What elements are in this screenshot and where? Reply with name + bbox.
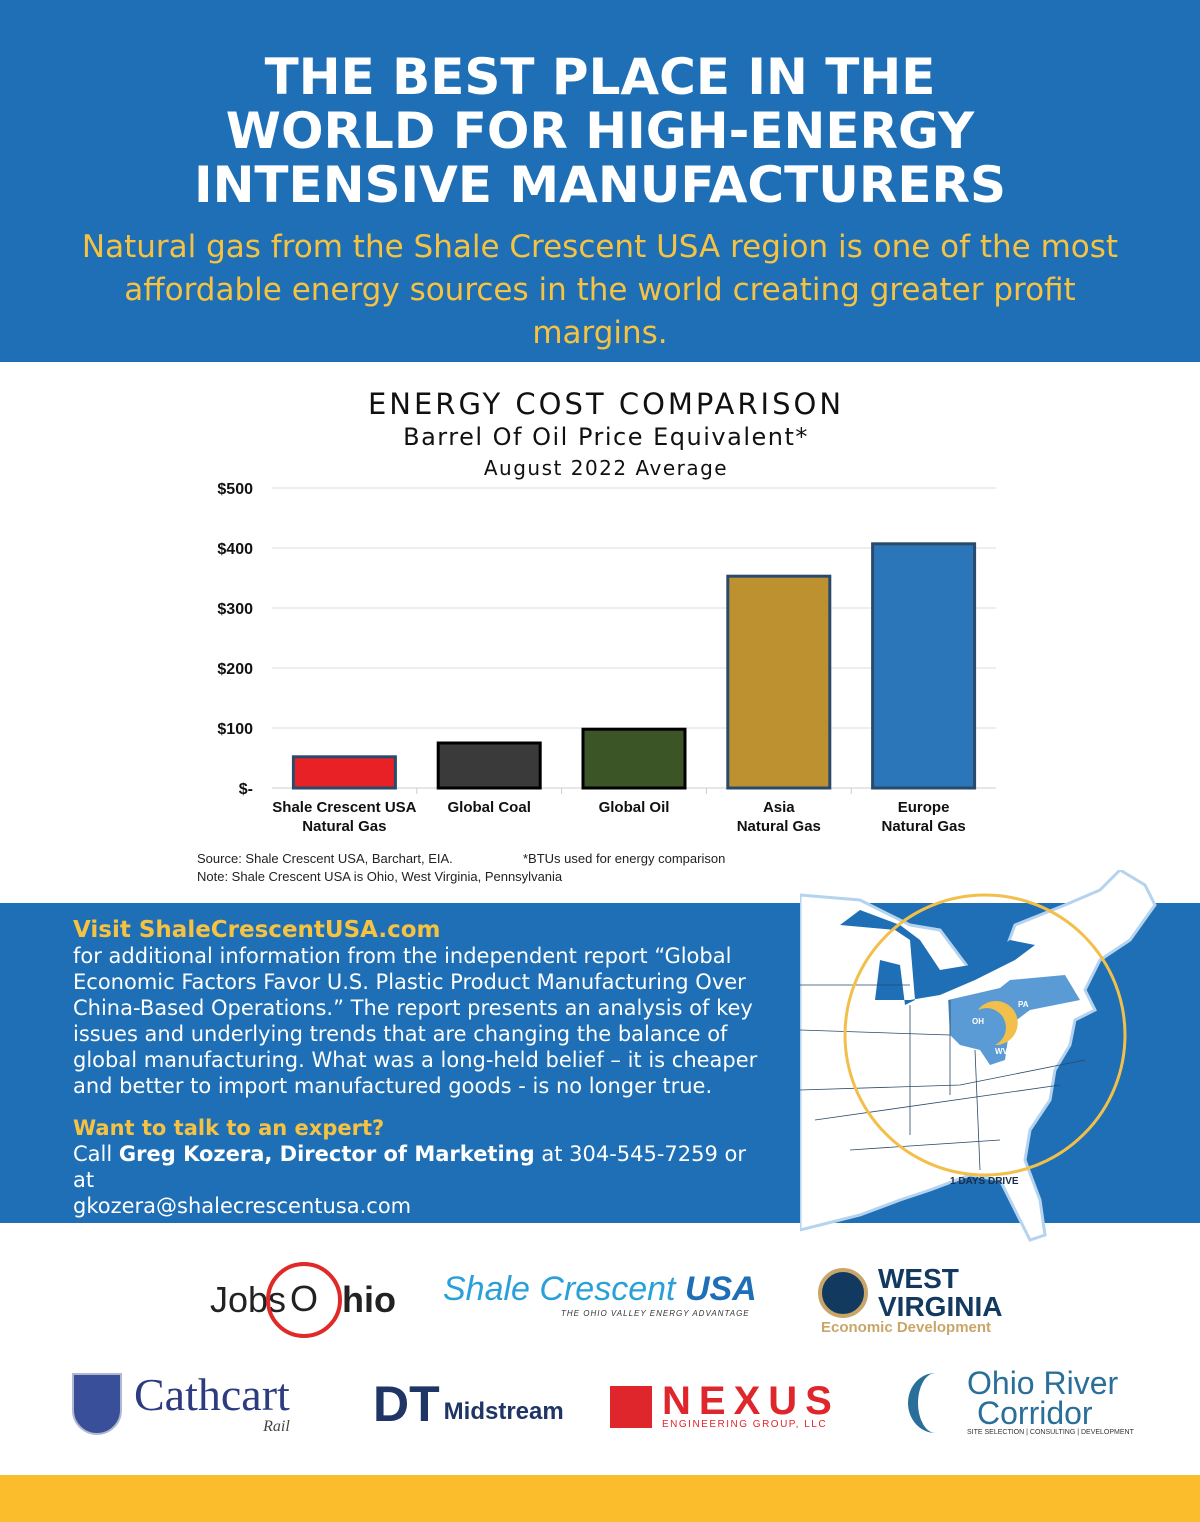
logo-text: SITE SELECTION | CONSULTING | DEVELOPMEN… (967, 1429, 1134, 1436)
footer-bar (0, 1475, 1200, 1522)
wv-seal-icon (818, 1268, 868, 1318)
one-day-drive-ring (843, 893, 1127, 1177)
logo-text: DT (373, 1376, 440, 1432)
logo-text: Rail (263, 1418, 290, 1435)
x-tick-label: Europe (898, 799, 950, 816)
x-tick-label: Global Coal (448, 799, 531, 816)
chart-source: Source: Shale Crescent USA, Barchart, EI… (197, 851, 453, 866)
x-tick-label: Natural Gas (737, 818, 821, 835)
bar (871, 542, 977, 790)
y-tick-label: $300 (217, 601, 253, 618)
logo-text: Shale (443, 1270, 530, 1308)
title-line: WORLD FOR HIGH-ENERGY (225, 102, 975, 160)
logo-text: Midstream (443, 1398, 564, 1425)
map-label-oh: OH (972, 1017, 984, 1026)
bar (436, 741, 542, 790)
bar (726, 574, 832, 790)
call-prefix: Call (73, 1142, 119, 1166)
header-banner: THE BEST PLACE IN THE WORLD FOR HIGH-ENE… (0, 0, 1200, 362)
y-tick-label: $- (239, 781, 253, 798)
logo-text: Corridor (977, 1395, 1093, 1431)
ohio-river-corridor-logo: Ohio River Corridor SITE SELECTION | CONSU… (908, 1365, 1134, 1438)
y-tick-label: $400 (217, 541, 253, 558)
logo-tagline: THE OHIO VALLEY ENERGY ADVANTAGE (561, 1309, 750, 1318)
page-title: THE BEST PLACE IN THE WORLD FOR HIGH-ENE… (0, 0, 1200, 212)
logo-text: Economic Development (821, 1319, 992, 1336)
great-lakes (840, 910, 1035, 1005)
map-label-pa: PA (1018, 1000, 1029, 1009)
map-label-drive: 1 DAYS DRIVE (950, 1176, 1019, 1187)
nexus-logo: NEXUS ENGINEERING GROUP, LLC (610, 1379, 840, 1430)
logo-text: VIRGINIA (878, 1291, 1003, 1322)
expert-heading: Want to talk to an expert? (73, 1116, 385, 1140)
cathcart-rail-logo: Cathcart Rail (72, 1372, 290, 1436)
logo-text: ENGINEERING GROUP, LLC (662, 1419, 828, 1430)
nexus-mark-icon (610, 1385, 652, 1428)
logo-text: NEXUS (662, 1379, 840, 1423)
chart-note: Note: Shale Crescent USA is Ohio, West V… (197, 869, 563, 884)
river-swoosh-icon (908, 1373, 963, 1433)
logo-text: Ohio River (967, 1365, 1119, 1401)
title-line: INTENSIVE MANUFACTURERS (193, 156, 1006, 214)
chart-footnote: *BTUs used for energy comparison (523, 851, 726, 866)
info-body: for additional information from the inde… (73, 944, 758, 1098)
contact-name: Greg Kozera, Director of Marketing (118, 1142, 535, 1166)
x-tick-label: Shale Crescent USA (272, 799, 416, 816)
contact-phone: at 304-545-7259 or at (73, 1142, 747, 1192)
chart-title: ENERGY COST COMPARISON (367, 387, 845, 421)
subtitle: Natural gas from the Shale Crescent USA … (81, 229, 1119, 351)
logo-text: hio (342, 1279, 397, 1320)
x-tick-label: Natural Gas (881, 818, 965, 835)
visit-link[interactable]: Visit ShaleCrescentUSA.com (73, 917, 441, 943)
logo-text: O (266, 1262, 343, 1338)
crescent-icon (978, 1001, 1018, 1046)
x-tick-label: Natural Gas (302, 818, 386, 835)
contact-line: Call Greg Kozera, Director of Marketing … (73, 1141, 773, 1193)
contact-email[interactable]: gkozera@shalecrescentusa.com (73, 1194, 412, 1218)
dt-midstream-logo: DT Midstream (373, 1376, 564, 1432)
shield-icon (72, 1373, 122, 1435)
wv-economic-development-logo: WEST VIRGINIA (818, 1265, 1002, 1321)
shale-crescent-logo: Shale Crescent USA THE OHIO VALLEY ENERG… (443, 1270, 757, 1318)
energy-cost-bar-chart: $500 $400 $300 $200 $100 $- Shale Crescent USA… (217, 481, 996, 835)
x-tick-label: Asia (763, 799, 795, 816)
bar (581, 727, 687, 790)
logo-text: Cathcart (134, 1369, 290, 1420)
logo-text: Crescent (539, 1270, 676, 1308)
y-tick-label: $500 (217, 481, 253, 498)
chart-subtitle: Barrel Of Oil Price Equivalent* (403, 423, 809, 451)
title-line: THE BEST PLACE IN THE (264, 48, 936, 106)
region-map: OH PA WV 1 DAYS DRIVE (800, 870, 1157, 1242)
logo-text: WEST (878, 1263, 959, 1294)
logo-text: USA (684, 1270, 757, 1308)
y-tick-label: $100 (217, 721, 253, 738)
chart-subtitle-date: August 2022 Average (483, 456, 729, 480)
y-tick-label: $200 (217, 661, 253, 678)
map-label-wv: WV (995, 1047, 1009, 1056)
bar (291, 755, 397, 790)
x-tick-label: Global Oil (599, 799, 670, 816)
